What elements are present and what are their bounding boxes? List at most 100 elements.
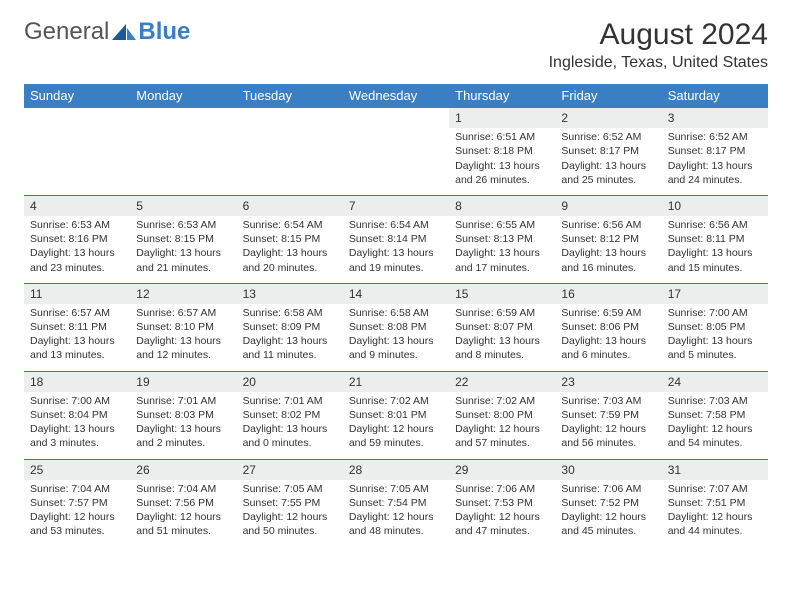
day-number: 31 [662,460,768,480]
day-body: Sunrise: 7:01 AMSunset: 8:03 PMDaylight:… [130,392,236,459]
day-number: 30 [555,460,661,480]
calendar-cell: 15Sunrise: 6:59 AMSunset: 8:07 PMDayligh… [449,283,555,371]
day-number: 19 [130,372,236,392]
calendar-cell: 19Sunrise: 7:01 AMSunset: 8:03 PMDayligh… [130,371,236,459]
calendar-cell: 4Sunrise: 6:53 AMSunset: 8:16 PMDaylight… [24,195,130,283]
day-number: 28 [343,460,449,480]
calendar-cell: 5Sunrise: 6:53 AMSunset: 8:15 PMDaylight… [130,195,236,283]
calendar-cell: 18Sunrise: 7:00 AMSunset: 8:04 PMDayligh… [24,371,130,459]
month-title: August 2024 [549,18,768,52]
calendar-cell: 16Sunrise: 6:59 AMSunset: 8:06 PMDayligh… [555,283,661,371]
sail-icon [112,24,136,42]
day-number: 29 [449,460,555,480]
calendar-cell: 14Sunrise: 6:58 AMSunset: 8:08 PMDayligh… [343,283,449,371]
calendar-cell: 11Sunrise: 6:57 AMSunset: 8:11 PMDayligh… [24,283,130,371]
day-number: 9 [555,196,661,216]
calendar-cell: 24Sunrise: 7:03 AMSunset: 7:58 PMDayligh… [662,371,768,459]
day-number: 4 [24,196,130,216]
day-number: 16 [555,284,661,304]
day-body: Sunrise: 7:06 AMSunset: 7:53 PMDaylight:… [449,480,555,547]
day-body: Sunrise: 6:54 AMSunset: 8:15 PMDaylight:… [237,216,343,283]
day-number: 14 [343,284,449,304]
day-header: Friday [555,84,661,108]
calendar-cell [237,108,343,196]
day-number: 2 [555,108,661,128]
day-body: Sunrise: 6:56 AMSunset: 8:11 PMDaylight:… [662,216,768,283]
location: Ingleside, Texas, United States [549,54,768,72]
day-header: Wednesday [343,84,449,108]
day-number: 20 [237,372,343,392]
day-body: Sunrise: 6:58 AMSunset: 8:08 PMDaylight:… [343,304,449,371]
day-body: Sunrise: 7:03 AMSunset: 7:58 PMDaylight:… [662,392,768,459]
calendar-cell: 12Sunrise: 6:57 AMSunset: 8:10 PMDayligh… [130,283,236,371]
day-number: 25 [24,460,130,480]
day-body: Sunrise: 6:57 AMSunset: 8:10 PMDaylight:… [130,304,236,371]
day-header: Thursday [449,84,555,108]
day-number: 15 [449,284,555,304]
day-body: Sunrise: 7:04 AMSunset: 7:57 PMDaylight:… [24,480,130,547]
calendar-cell: 20Sunrise: 7:01 AMSunset: 8:02 PMDayligh… [237,371,343,459]
day-number: 24 [662,372,768,392]
calendar-cell: 23Sunrise: 7:03 AMSunset: 7:59 PMDayligh… [555,371,661,459]
day-header: Saturday [662,84,768,108]
day-number: 1 [449,108,555,128]
day-body: Sunrise: 7:04 AMSunset: 7:56 PMDaylight:… [130,480,236,547]
calendar-cell: 31Sunrise: 7:07 AMSunset: 7:51 PMDayligh… [662,459,768,546]
day-body: Sunrise: 7:05 AMSunset: 7:54 PMDaylight:… [343,480,449,547]
day-number: 5 [130,196,236,216]
calendar-cell: 22Sunrise: 7:02 AMSunset: 8:00 PMDayligh… [449,371,555,459]
day-body: Sunrise: 7:02 AMSunset: 8:00 PMDaylight:… [449,392,555,459]
day-body: Sunrise: 7:01 AMSunset: 8:02 PMDaylight:… [237,392,343,459]
day-body: Sunrise: 6:57 AMSunset: 8:11 PMDaylight:… [24,304,130,371]
day-body: Sunrise: 7:00 AMSunset: 8:05 PMDaylight:… [662,304,768,371]
header: General Blue August 2024 Ingleside, Texa… [24,18,768,72]
calendar-table: Sunday Monday Tuesday Wednesday Thursday… [24,84,768,546]
day-number: 8 [449,196,555,216]
day-header: Sunday [24,84,130,108]
title-block: August 2024 Ingleside, Texas, United Sta… [549,18,768,72]
day-body: Sunrise: 6:59 AMSunset: 8:07 PMDaylight:… [449,304,555,371]
calendar-cell: 17Sunrise: 7:00 AMSunset: 8:05 PMDayligh… [662,283,768,371]
calendar-cell: 26Sunrise: 7:04 AMSunset: 7:56 PMDayligh… [130,459,236,546]
logo-text-blue: Blue [138,18,190,46]
day-body: Sunrise: 7:06 AMSunset: 7:52 PMDaylight:… [555,480,661,547]
calendar-cell [343,108,449,196]
day-number: 26 [130,460,236,480]
calendar-cell: 30Sunrise: 7:06 AMSunset: 7:52 PMDayligh… [555,459,661,546]
day-header: Monday [130,84,236,108]
day-number: 10 [662,196,768,216]
calendar-cell: 27Sunrise: 7:05 AMSunset: 7:55 PMDayligh… [237,459,343,546]
day-number: 3 [662,108,768,128]
calendar-cell: 9Sunrise: 6:56 AMSunset: 8:12 PMDaylight… [555,195,661,283]
calendar-cell: 3Sunrise: 6:52 AMSunset: 8:17 PMDaylight… [662,108,768,196]
calendar-cell: 13Sunrise: 6:58 AMSunset: 8:09 PMDayligh… [237,283,343,371]
day-body: Sunrise: 6:54 AMSunset: 8:14 PMDaylight:… [343,216,449,283]
calendar-cell: 8Sunrise: 6:55 AMSunset: 8:13 PMDaylight… [449,195,555,283]
day-body: Sunrise: 6:53 AMSunset: 8:16 PMDaylight:… [24,216,130,283]
calendar-cell: 10Sunrise: 6:56 AMSunset: 8:11 PMDayligh… [662,195,768,283]
day-body: Sunrise: 6:52 AMSunset: 8:17 PMDaylight:… [555,128,661,195]
day-number: 27 [237,460,343,480]
day-number: 13 [237,284,343,304]
day-body: Sunrise: 7:00 AMSunset: 8:04 PMDaylight:… [24,392,130,459]
logo: General Blue [24,18,190,46]
calendar-cell: 6Sunrise: 6:54 AMSunset: 8:15 PMDaylight… [237,195,343,283]
calendar-cell: 29Sunrise: 7:06 AMSunset: 7:53 PMDayligh… [449,459,555,546]
calendar-cell [24,108,130,196]
calendar-cell: 28Sunrise: 7:05 AMSunset: 7:54 PMDayligh… [343,459,449,546]
day-body: Sunrise: 6:58 AMSunset: 8:09 PMDaylight:… [237,304,343,371]
day-number: 17 [662,284,768,304]
calendar-cell: 2Sunrise: 6:52 AMSunset: 8:17 PMDaylight… [555,108,661,196]
day-body: Sunrise: 6:55 AMSunset: 8:13 PMDaylight:… [449,216,555,283]
day-number: 18 [24,372,130,392]
day-number: 12 [130,284,236,304]
calendar-cell: 21Sunrise: 7:02 AMSunset: 8:01 PMDayligh… [343,371,449,459]
day-body: Sunrise: 6:59 AMSunset: 8:06 PMDaylight:… [555,304,661,371]
day-body: Sunrise: 6:51 AMSunset: 8:18 PMDaylight:… [449,128,555,195]
calendar-week-row: 25Sunrise: 7:04 AMSunset: 7:57 PMDayligh… [24,459,768,546]
day-body: Sunrise: 6:53 AMSunset: 8:15 PMDaylight:… [130,216,236,283]
day-body: Sunrise: 7:07 AMSunset: 7:51 PMDaylight:… [662,480,768,547]
calendar-week-row: 1Sunrise: 6:51 AMSunset: 8:18 PMDaylight… [24,108,768,196]
calendar-cell [130,108,236,196]
logo-text-general: General [24,18,109,46]
